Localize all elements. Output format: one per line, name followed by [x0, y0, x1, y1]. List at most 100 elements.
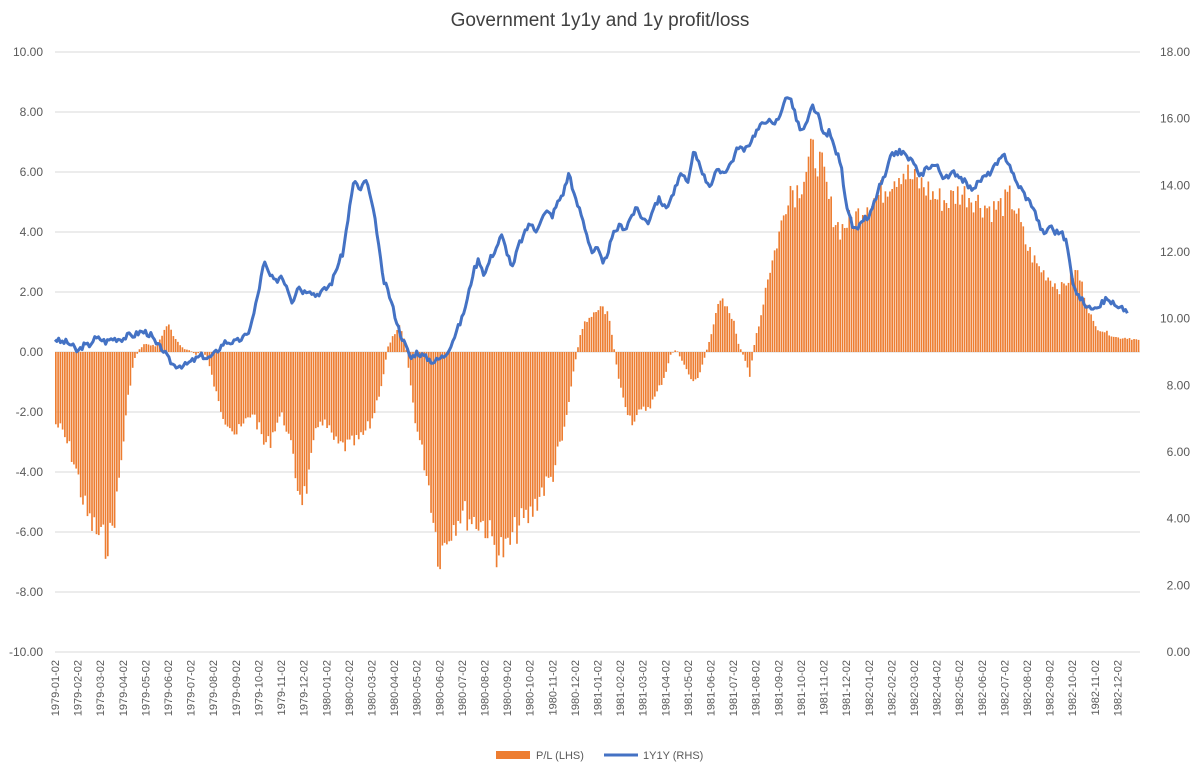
pl-bar — [988, 206, 991, 352]
pl-bar — [168, 324, 170, 352]
pl-bar — [685, 352, 688, 370]
pl-bar — [963, 186, 966, 352]
pl-bar — [1076, 270, 1079, 352]
pl-bar — [498, 352, 500, 556]
pl-bar — [351, 352, 353, 436]
pl-bars — [55, 138, 1140, 570]
pl-bar — [421, 352, 423, 445]
pl-bar — [911, 179, 914, 352]
x-tick-label: 1980-12-02 — [570, 660, 582, 716]
pl-bar — [1121, 338, 1124, 352]
pl-bar — [226, 352, 229, 427]
pl-bar — [649, 352, 652, 409]
pl-bar — [360, 352, 362, 433]
pl-bar — [780, 220, 783, 352]
pl-bar — [534, 352, 536, 499]
pl-bar — [423, 352, 426, 471]
pl-bar — [902, 173, 905, 352]
x-tick-label: 1979-02-02 — [73, 660, 85, 716]
x-tick-label: 1980-01-02 — [321, 660, 333, 716]
pl-bar — [550, 352, 552, 477]
pl-bar — [565, 352, 568, 415]
pl-bar — [715, 313, 717, 352]
pl-bar — [807, 156, 810, 352]
pl-bar — [843, 228, 846, 352]
rate-line-group — [53, 96, 1129, 370]
pl-bar — [82, 352, 84, 505]
pl-bar — [608, 320, 611, 352]
x-tick-label: 1980-06-02 — [434, 660, 446, 716]
pl-bar — [805, 171, 808, 352]
pl-bar — [455, 352, 457, 536]
pl-bar — [773, 250, 776, 352]
pl-bar — [1124, 337, 1126, 352]
x-tick-label: 1981-11-02 — [819, 660, 831, 715]
pl-bar — [701, 352, 704, 365]
pl-bar — [588, 317, 591, 352]
pl-bar — [635, 352, 638, 416]
pl-bar — [737, 343, 740, 352]
pl-bar — [809, 138, 812, 352]
right-axis-ticks: 0.00 2.00 4.00 6.00 8.00 10.00 12.00 14.00 16.00… — [1160, 45, 1190, 659]
left-tick-label: 6.00 — [20, 165, 44, 179]
pl-bar — [518, 352, 521, 526]
pl-bar — [726, 306, 728, 352]
pl-bar — [412, 352, 414, 403]
pl-bar — [378, 352, 380, 397]
pl-bar — [109, 352, 111, 523]
pl-bar — [574, 352, 577, 360]
pl-bar — [1137, 339, 1140, 352]
x-tick-label: 1979-09-02 — [231, 660, 243, 716]
pl-bar — [868, 213, 871, 352]
pl-bar — [504, 352, 507, 539]
pl-bar — [330, 352, 333, 433]
pl-bar — [292, 352, 294, 454]
pl-bar — [104, 352, 107, 559]
pl-bar — [260, 352, 263, 435]
pl-bar — [1047, 277, 1049, 352]
pl-bar — [956, 186, 959, 352]
pl-bar — [696, 352, 699, 379]
pl-bar — [353, 352, 356, 446]
pl-bar — [859, 223, 862, 352]
x-tick-label: 1979-08-02 — [208, 660, 220, 716]
left-tick-label: 0.00 — [20, 345, 44, 359]
pl-bar — [285, 352, 288, 432]
pl-bar — [312, 352, 315, 441]
x-tick-label: 1981-08-02 — [751, 660, 763, 716]
pl-bar — [798, 198, 801, 352]
x-tick-label: 1982-09-02 — [1045, 660, 1057, 716]
pl-bar — [265, 352, 267, 443]
pl-bar — [920, 177, 923, 352]
pl-bar — [231, 352, 233, 432]
pl-bar — [464, 352, 466, 502]
left-tick-label: -10.00 — [9, 645, 43, 659]
right-tick-label: 16.00 — [1160, 112, 1190, 126]
pl-bar — [676, 351, 679, 352]
pl-bar — [1063, 283, 1065, 352]
pl-bar — [389, 342, 392, 352]
pl-bar — [552, 352, 554, 482]
pl-bar — [339, 352, 342, 442]
pl-bar — [446, 352, 448, 545]
pl-bar — [398, 325, 401, 352]
pl-bar — [129, 352, 132, 386]
pl-bar — [342, 352, 344, 443]
pl-bar — [1099, 331, 1101, 352]
pl-bar — [335, 352, 337, 437]
pl-bar — [1051, 286, 1054, 352]
pl-bar — [674, 350, 677, 352]
pl-bar — [459, 352, 462, 524]
x-tick-label: 1979-01-02 — [50, 660, 62, 716]
pl-bar — [583, 321, 586, 352]
pl-bar — [443, 352, 446, 543]
pl-bar — [624, 352, 627, 408]
pl-bar — [348, 352, 351, 440]
pl-bar — [540, 352, 543, 488]
pl-bar — [145, 343, 148, 352]
pl-bar — [204, 352, 206, 355]
pl-bar — [156, 343, 159, 352]
pl-bar — [586, 321, 588, 352]
pl-bar — [1081, 281, 1083, 352]
pl-bar — [310, 352, 313, 453]
